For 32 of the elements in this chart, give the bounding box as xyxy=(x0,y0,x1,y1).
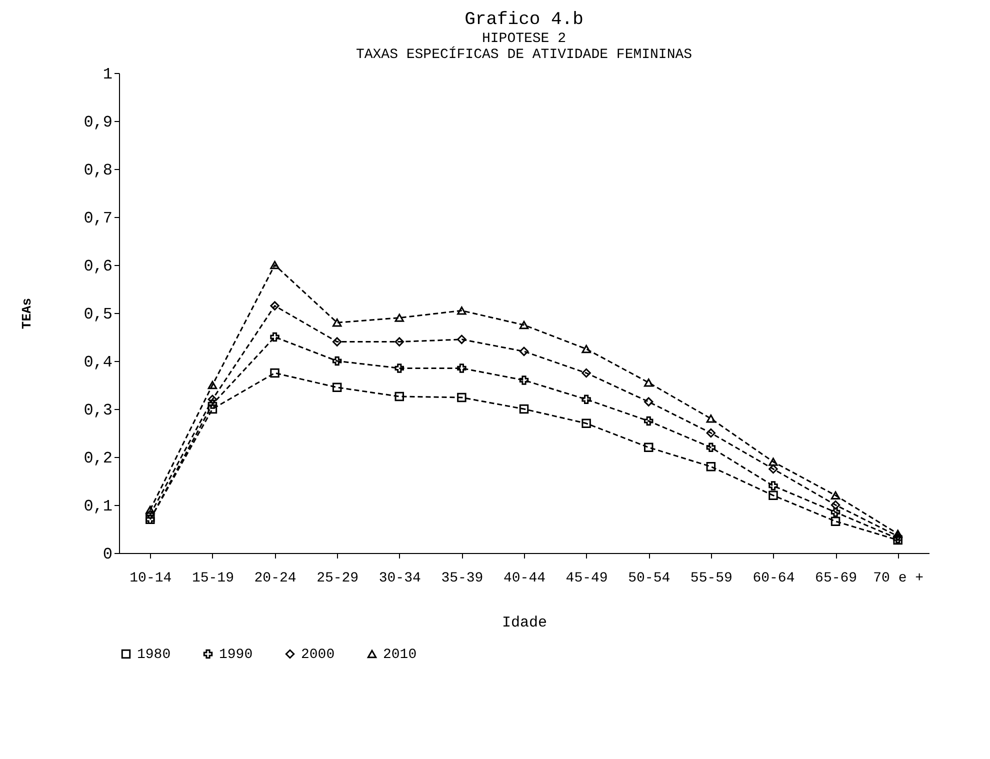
x-tick-label: 60-64 xyxy=(752,570,795,586)
y-tick-label: 0,5 xyxy=(84,306,112,324)
x-tick-label: 30-34 xyxy=(378,570,421,586)
x-tick-label: 35-39 xyxy=(441,570,484,586)
x-tick-label: 70 e + xyxy=(873,570,924,586)
x-tick-label: 55-59 xyxy=(690,570,732,586)
y-tick-label: 0,1 xyxy=(84,498,112,516)
legend-label: 1990 xyxy=(219,647,253,663)
x-axis-title: Idade xyxy=(502,614,548,632)
y-tick-label: 0,7 xyxy=(84,210,112,228)
x-tick-label: 15-19 xyxy=(192,570,234,586)
x-tick-label: 10-14 xyxy=(130,570,172,586)
y-tick-label: 0,4 xyxy=(84,354,112,372)
y-tick-label: 0 xyxy=(102,546,112,564)
x-tick-label: 50-54 xyxy=(628,570,670,586)
y-tick-label: 0,8 xyxy=(84,162,112,180)
legend-label: 2000 xyxy=(301,647,335,663)
y-tick-label: 0,2 xyxy=(84,450,112,468)
y-tick-label: 0,6 xyxy=(84,258,112,276)
x-tick-label: 45-49 xyxy=(566,570,608,586)
y-tick-label: 1 xyxy=(102,66,112,84)
x-tick-label: 20-24 xyxy=(254,570,296,586)
y-axis-title: TEAs xyxy=(20,298,35,330)
chart-subtitle: HIPOTESE 2 TAXAS ESPECÍFICAS DE ATIVIDADE FEMININAS xyxy=(356,31,692,63)
y-tick-label: 0,3 xyxy=(84,402,112,420)
chart-title: Grafico 4.b xyxy=(464,10,584,30)
x-tick-label: 40-44 xyxy=(503,570,546,586)
legend-label: 1980 xyxy=(137,647,171,663)
x-tick-label: 65-69 xyxy=(815,570,858,586)
legend-label: 2010 xyxy=(383,647,417,663)
x-tick-label: 25-29 xyxy=(316,570,359,586)
y-tick-label: 0,9 xyxy=(84,114,112,132)
